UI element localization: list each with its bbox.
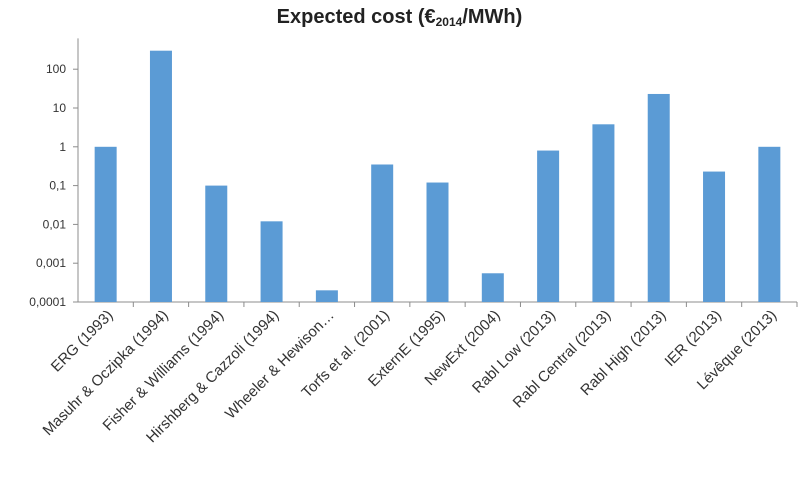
bar [260,221,283,302]
x-labels-layer: ERG (1993)Masuhr & Oczipka (1994)Fisher … [40,307,781,446]
bar [647,93,670,302]
y-tick-label: 0,1 [49,179,66,193]
bar [371,164,394,302]
ticks-layer: 0,0001 0,001 0,01 0,1 1 10 100 [29,62,798,309]
bars-layer [94,50,781,302]
bar [703,171,726,302]
y-tick-label: 10 [53,101,67,115]
y-tick-label: 1 [59,140,66,154]
chart-title: Expected cost (€2014/MWh) [0,6,799,29]
bar [537,150,560,302]
y-tick-label: 0,01 [43,217,67,231]
bar [315,290,338,302]
chart-title-end: /MWh) [462,6,523,28]
x-tick-label: Rabl Central (2013) [510,307,615,412]
chart-title-subscript: 2014 [435,15,463,29]
x-tick-label: Wheeler & Hewison… [222,307,338,423]
y-tick-label: 0,0001 [29,295,66,309]
y-tick-label: 0,001 [36,256,66,270]
chart-title-main: Expected cost (€ [276,6,436,28]
bar [426,182,449,302]
bar [592,124,615,302]
bar [481,273,504,302]
bar [758,146,781,302]
y-tick-label: 100 [46,62,66,76]
bar [94,146,117,302]
bar [205,185,228,302]
bar [149,50,172,302]
